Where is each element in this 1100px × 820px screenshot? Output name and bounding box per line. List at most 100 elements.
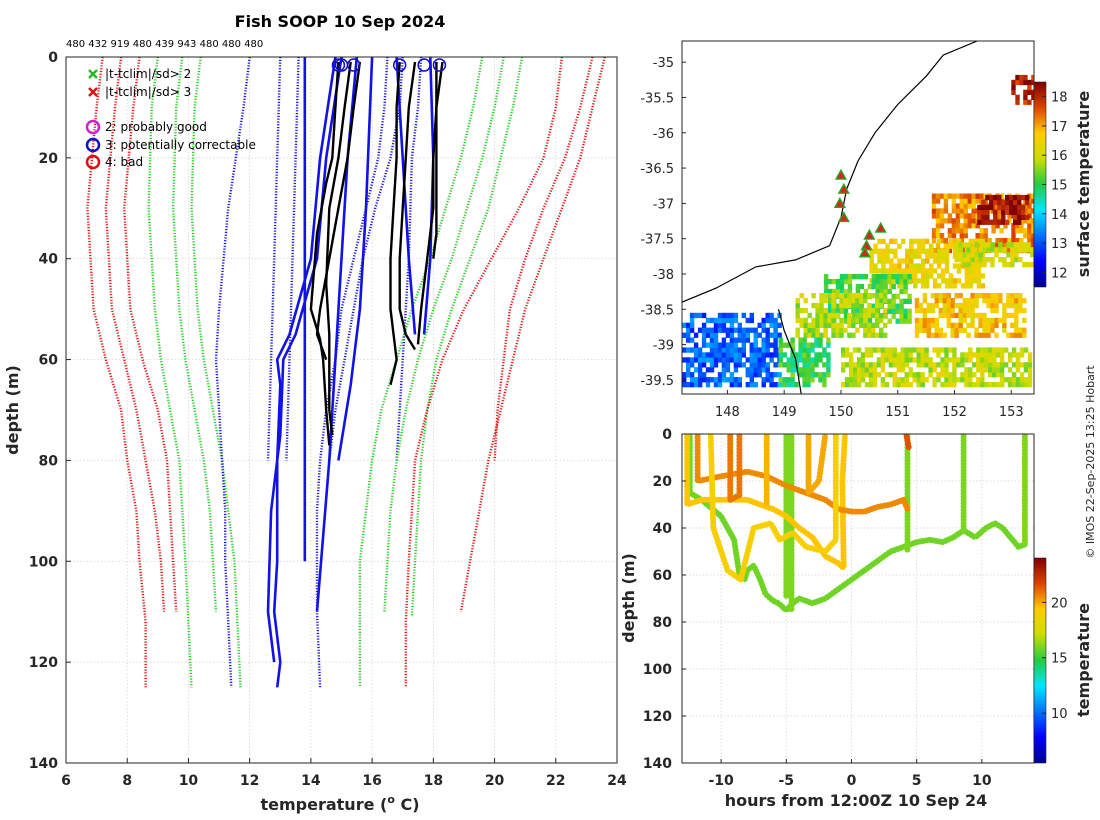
sst-cell bbox=[916, 372, 921, 378]
sst-cell bbox=[901, 268, 906, 274]
sst-cell bbox=[839, 302, 844, 309]
climatology-line bbox=[86, 57, 147, 688]
sst-cell bbox=[693, 332, 699, 338]
sst-cell bbox=[924, 362, 929, 368]
sst-cell bbox=[807, 332, 812, 338]
sst-cell bbox=[903, 318, 908, 324]
sst-cell bbox=[778, 362, 783, 368]
sst-cell bbox=[966, 247, 971, 253]
sst-cell bbox=[729, 352, 735, 358]
sst-cell bbox=[823, 274, 829, 280]
sst-cell bbox=[968, 273, 974, 279]
sst-cell bbox=[795, 298, 800, 304]
sst-cell bbox=[990, 262, 995, 268]
sst-cell bbox=[851, 313, 857, 319]
sst-cell bbox=[972, 258, 978, 264]
sst-cell bbox=[944, 283, 950, 289]
section-x-tick-label: 10 bbox=[972, 773, 992, 789]
sst-cell bbox=[701, 327, 707, 333]
sst-cell bbox=[891, 308, 896, 314]
sst-cell bbox=[939, 218, 945, 224]
sst-cell bbox=[975, 223, 980, 229]
profile-legend: |t-tclim|/sd> 2|t-tclim|/sd> 32: probabl… bbox=[85, 67, 256, 170]
sst-cell bbox=[909, 243, 914, 249]
sst-cell bbox=[966, 262, 971, 268]
sst-cell bbox=[966, 312, 971, 319]
sst-cell bbox=[893, 278, 898, 284]
sst-cell bbox=[765, 352, 770, 358]
sst-cell bbox=[883, 288, 888, 295]
x-tick-label: 12 bbox=[240, 773, 259, 789]
sst-cell bbox=[869, 258, 874, 264]
sst-cell bbox=[851, 307, 856, 314]
x-tick-label: 18 bbox=[424, 773, 443, 789]
sst-cell bbox=[868, 352, 874, 358]
sst-cell bbox=[1015, 74, 1020, 81]
sst-cell bbox=[773, 327, 778, 333]
sst-cell bbox=[761, 367, 766, 373]
sst-cell bbox=[686, 362, 691, 368]
sst-cell bbox=[871, 303, 876, 309]
sst-cell bbox=[994, 332, 999, 338]
sst-cell bbox=[892, 362, 897, 368]
sst-cell bbox=[701, 377, 707, 383]
section-y-tick-label: 20 bbox=[653, 474, 673, 490]
sst-cell bbox=[733, 357, 739, 363]
sst-cell bbox=[1019, 382, 1025, 388]
sst-cell bbox=[868, 382, 874, 388]
profile-line bbox=[389, 61, 401, 386]
sst-cell bbox=[939, 223, 945, 229]
sst-cell bbox=[998, 247, 1003, 253]
sst-cell bbox=[795, 327, 800, 333]
sst-cell bbox=[907, 308, 912, 314]
sst-cell bbox=[900, 362, 905, 368]
sst-cell bbox=[988, 382, 993, 388]
sst-cell bbox=[883, 313, 888, 319]
sst-cell bbox=[765, 327, 770, 333]
sst-cell bbox=[713, 377, 719, 383]
sst-cell bbox=[900, 352, 905, 358]
sst-cell bbox=[994, 252, 999, 258]
sst-cell bbox=[713, 322, 719, 328]
sst-cell bbox=[729, 312, 735, 319]
sst-cell bbox=[1026, 262, 1031, 268]
sst-cell bbox=[936, 362, 941, 368]
sst-cell bbox=[976, 268, 982, 274]
sst-cell bbox=[810, 357, 815, 363]
sst-cell bbox=[880, 382, 886, 388]
sst-cell bbox=[907, 278, 912, 285]
sst-cell bbox=[994, 298, 999, 304]
top-annotation: 480 432 919 480 439 943 480 480 480 bbox=[66, 39, 263, 50]
sst-cell bbox=[717, 327, 723, 333]
section-track bbox=[727, 434, 743, 503]
sst-cell bbox=[761, 342, 766, 348]
flag-marker bbox=[346, 58, 361, 72]
sst-cell bbox=[940, 367, 945, 373]
sst-cell bbox=[943, 208, 949, 214]
sst-cell bbox=[815, 327, 820, 333]
sst-cell bbox=[863, 307, 868, 314]
map-colorbar-tick-label: 16 bbox=[1051, 149, 1068, 164]
sst-cell bbox=[924, 377, 929, 383]
sst-cell bbox=[737, 357, 742, 363]
sst-cell bbox=[811, 317, 816, 324]
sst-cell bbox=[1023, 99, 1028, 105]
sst-cell bbox=[952, 283, 958, 289]
sst-cell bbox=[1018, 332, 1023, 338]
sst-cell bbox=[944, 268, 950, 274]
sst-cell bbox=[799, 307, 804, 314]
sst-cell bbox=[1026, 247, 1031, 253]
sst-cell bbox=[749, 362, 754, 368]
section-x-axis-label: hours from 12:00Z 10 Sep 24 bbox=[725, 791, 987, 810]
sst-cell bbox=[879, 302, 884, 309]
sst-cell bbox=[1009, 194, 1014, 201]
sst-cell bbox=[745, 337, 750, 343]
sst-cell bbox=[717, 352, 723, 358]
sst-cell bbox=[996, 352, 1001, 358]
sst-cell bbox=[855, 274, 861, 280]
sst-cell bbox=[994, 293, 999, 299]
sst-cell bbox=[982, 298, 987, 304]
sst-cell bbox=[1018, 242, 1023, 248]
sst-cell bbox=[1005, 199, 1010, 206]
sst-cell bbox=[753, 332, 758, 338]
